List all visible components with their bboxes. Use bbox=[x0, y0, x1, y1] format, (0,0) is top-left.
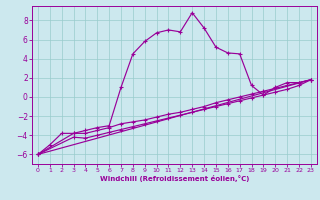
X-axis label: Windchill (Refroidissement éolien,°C): Windchill (Refroidissement éolien,°C) bbox=[100, 175, 249, 182]
